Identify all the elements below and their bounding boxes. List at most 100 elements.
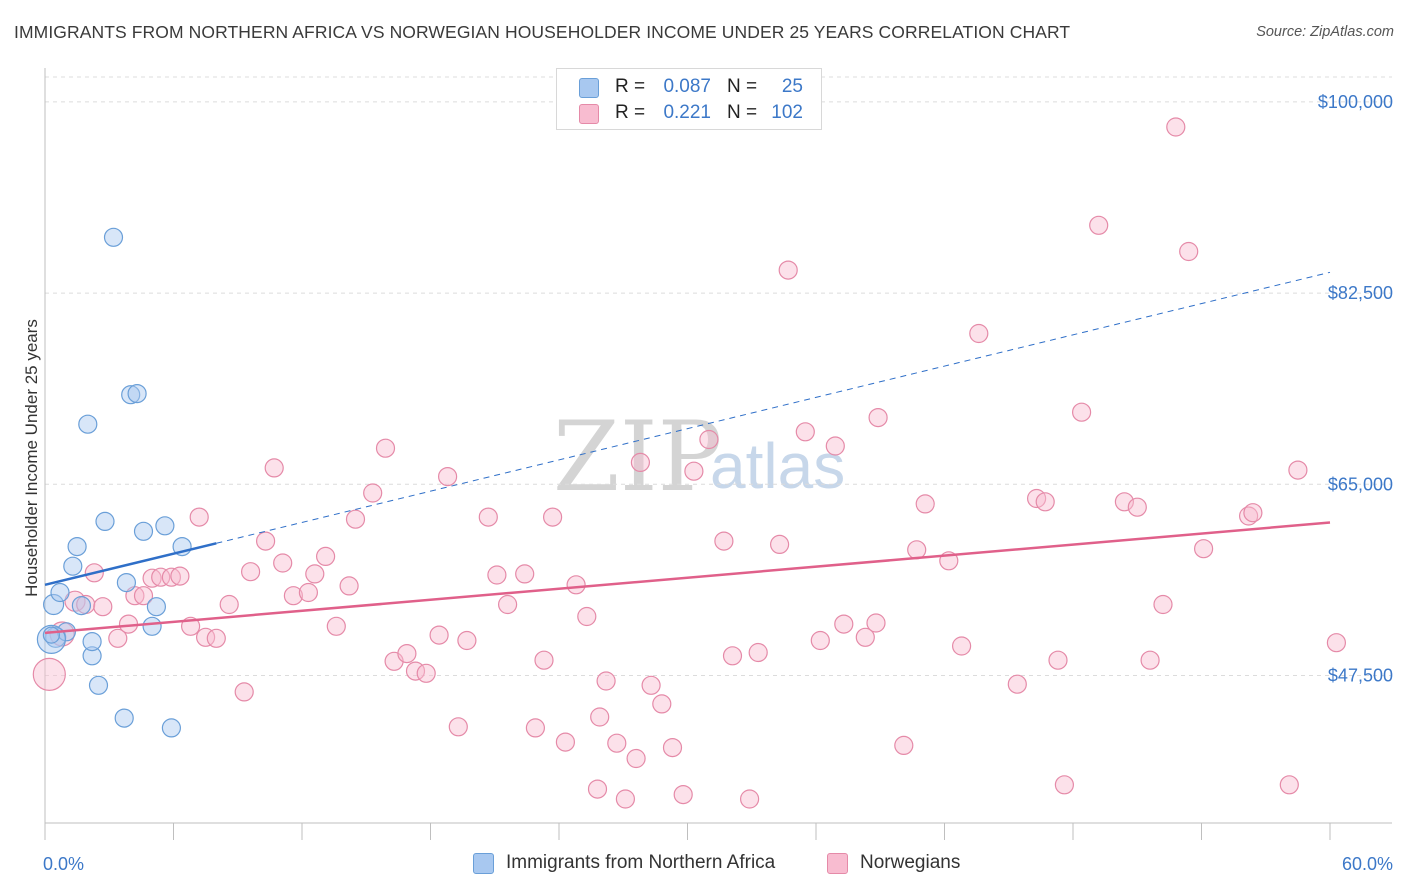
point-norwegian — [1048, 650, 1068, 670]
point-norwegian — [1007, 674, 1027, 694]
point-norwegian — [1193, 539, 1214, 559]
point-norwegian — [305, 564, 325, 584]
trend-line-norwegians — [44, 521, 1331, 635]
y-tick-label: $47,500 — [1328, 665, 1393, 685]
point-norwegian — [722, 646, 743, 666]
legend-swatch-pink — [827, 853, 848, 874]
point-norwegian — [684, 461, 704, 481]
point-norwegian — [596, 671, 616, 691]
point-norwegian — [769, 534, 790, 555]
point-norwegian — [273, 553, 293, 573]
point-norwegian — [542, 507, 563, 527]
point-norwegian — [397, 643, 417, 664]
point-norwegian — [256, 531, 276, 551]
point-norwegian — [219, 594, 239, 615]
point-norwegian — [416, 663, 436, 683]
point-norwegian — [93, 597, 113, 617]
point-norwegian — [652, 694, 672, 714]
point-norwegian — [108, 628, 128, 648]
legend-n-value: 25 — [781, 76, 803, 97]
point-northern-africa — [82, 631, 102, 652]
axes — [44, 68, 1392, 840]
point-northern-africa — [127, 384, 147, 404]
point-northern-africa — [82, 646, 102, 666]
point-norwegian — [587, 779, 608, 799]
trend-extension-northern-africa — [216, 271, 1331, 544]
point-norwegian — [1054, 775, 1075, 795]
point-northern-africa — [42, 593, 65, 616]
point-norwegian — [189, 507, 209, 527]
point-norwegian — [234, 682, 254, 702]
point-norwegian — [363, 483, 383, 503]
watermark-zip: ZIP — [553, 401, 722, 513]
point-northern-africa — [142, 616, 162, 636]
point-norwegian — [283, 586, 303, 606]
point-norwegian — [487, 565, 507, 585]
point-norwegian — [1166, 117, 1186, 137]
point-norwegian — [316, 546, 336, 567]
point-norwegian — [641, 675, 661, 695]
point-norwegian — [748, 642, 768, 663]
point-norwegian — [894, 735, 914, 756]
watermark-atlas: atlas — [710, 430, 845, 502]
point-northern-africa — [146, 597, 166, 617]
point-norwegian — [1035, 492, 1055, 512]
point-norwegian — [151, 567, 171, 587]
point-norwegian — [515, 564, 535, 584]
chart-title: IMMIGRANTS FROM NORTHERN AFRICA VS NORWE… — [14, 22, 1071, 42]
legend-label: Immigrants from Northern Africa — [506, 852, 776, 873]
legend-swatch-blue — [473, 853, 494, 874]
point-norwegian — [969, 323, 989, 344]
legend-label: Norwegians — [860, 852, 961, 873]
point-northern-africa — [155, 516, 175, 536]
point-norwegian — [478, 507, 498, 527]
legend-n-label: N = — [727, 76, 758, 97]
point-northern-africa — [133, 521, 154, 541]
x-tick-label: 0.0% — [43, 854, 84, 874]
data-points — [32, 117, 1347, 809]
point-norwegian — [1127, 497, 1147, 517]
point-norwegian — [868, 408, 888, 428]
legend-r-value: 0.087 — [663, 76, 711, 97]
point-norwegian — [866, 613, 886, 633]
point-northern-africa — [103, 227, 124, 247]
point-norwegian — [699, 429, 719, 450]
point-norwegian — [626, 748, 646, 769]
point-norwegian — [555, 732, 576, 752]
point-norwegian — [264, 458, 284, 478]
point-norwegian — [630, 452, 651, 472]
point-norwegian — [1279, 775, 1299, 795]
point-norwegian — [345, 509, 366, 529]
legend-swatch-blue — [579, 78, 599, 98]
point-norwegian — [855, 627, 875, 647]
correlation-legend: R = 0.087 N = 25 R = 0.221 N = 102 — [556, 68, 822, 130]
point-norwegian — [566, 575, 586, 595]
point-norwegian — [1153, 594, 1173, 615]
point-northern-africa — [67, 536, 87, 557]
point-norwegian — [951, 636, 972, 656]
legend-n-label: N = — [727, 102, 758, 123]
point-northern-africa — [63, 556, 83, 576]
point-norwegian — [534, 650, 554, 670]
point-northern-africa — [42, 626, 61, 644]
point-norwegian — [298, 582, 318, 603]
point-norwegian — [739, 789, 760, 809]
trend-line-northern-africa — [44, 542, 217, 587]
gridlines — [45, 76, 1392, 676]
point-norwegian — [615, 789, 636, 809]
point-norwegian — [457, 630, 477, 651]
point-norwegian — [810, 630, 830, 651]
point-norwegian — [438, 467, 458, 487]
point-norwegian — [375, 438, 396, 458]
point-norwegian — [241, 562, 261, 582]
point-norwegian — [170, 566, 190, 586]
point-northern-africa — [116, 572, 137, 593]
point-norwegian — [915, 494, 935, 514]
point-northern-africa — [121, 385, 141, 405]
point-norwegian — [1071, 402, 1092, 422]
point-norwegian — [1089, 215, 1109, 235]
point-norwegian — [1179, 241, 1199, 262]
trend-lines — [44, 271, 1331, 635]
legend-r-label: R = — [615, 102, 646, 123]
